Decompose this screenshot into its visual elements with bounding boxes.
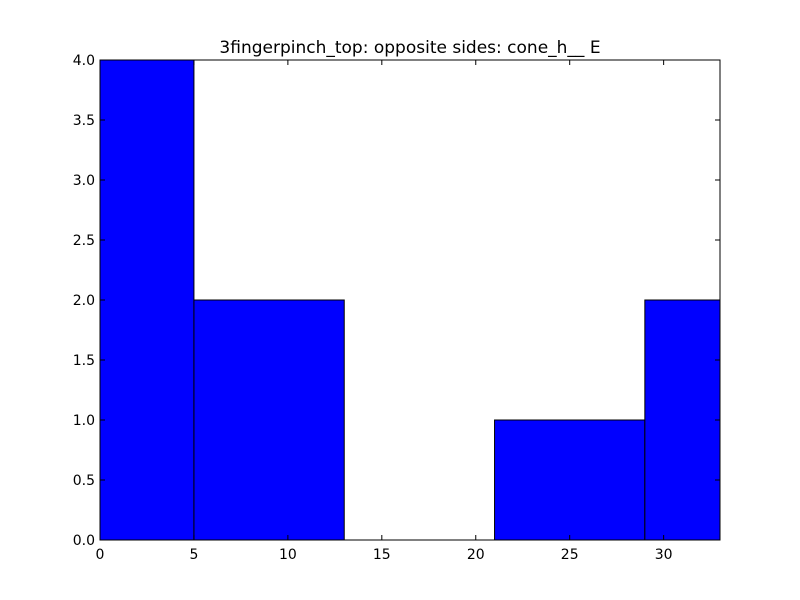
x-tick-label-0: 0 bbox=[96, 547, 105, 563]
x-tick-label-1: 5 bbox=[189, 547, 198, 563]
x-tick-label-4: 20 bbox=[467, 547, 485, 563]
bars-group bbox=[99, 59, 721, 541]
histogram-bar-3 bbox=[494, 419, 646, 541]
plot-frame bbox=[99, 59, 721, 541]
histogram-bar-0 bbox=[99, 59, 195, 541]
x-tick-label-2: 10 bbox=[279, 547, 297, 563]
chart-title: 3fingerpinch_top: opposite sides: cone_h… bbox=[219, 38, 600, 58]
y-tick-label-4: 2.0 bbox=[73, 293, 95, 309]
y-tick-label-7: 3.5 bbox=[73, 113, 95, 129]
x-tick-label-3: 15 bbox=[373, 547, 391, 563]
y-axis-ticks: 0.0 0.5 1.0 1.5 2.0 2.5 3.0 3.5 4.0 bbox=[73, 53, 720, 549]
y-tick-label-0: 0.0 bbox=[73, 533, 95, 549]
x-axis-ticks: 0 5 10 15 20 25 30 bbox=[96, 60, 673, 563]
y-tick-label-2: 1.0 bbox=[73, 413, 95, 429]
histogram-bar-1 bbox=[193, 299, 345, 541]
y-tick-label-3: 1.5 bbox=[73, 353, 95, 369]
y-tick-label-5: 2.5 bbox=[73, 233, 95, 249]
x-tick-label-6: 30 bbox=[655, 547, 673, 563]
y-tick-label-6: 3.0 bbox=[73, 173, 95, 189]
histogram-bar-4 bbox=[644, 299, 721, 541]
y-tick-label-8: 4.0 bbox=[73, 53, 95, 69]
y-tick-label-1: 0.5 bbox=[73, 473, 95, 489]
x-tick-label-5: 25 bbox=[561, 547, 579, 563]
